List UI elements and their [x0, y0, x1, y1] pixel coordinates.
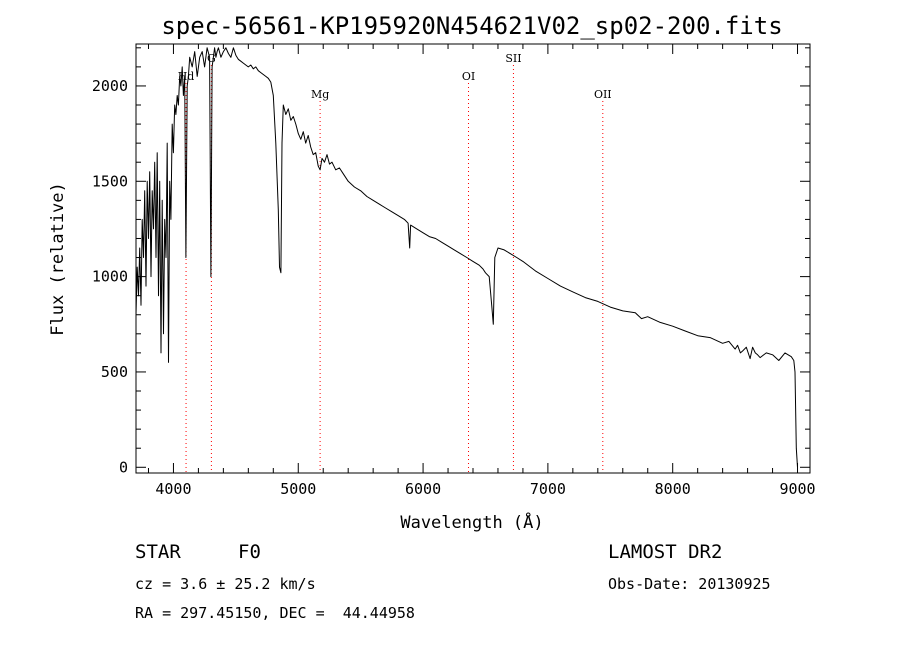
marker-label-2: Mg — [311, 88, 329, 101]
x-tick-label-1: 5000 — [280, 480, 316, 498]
spectrum-line — [135, 47, 798, 468]
spectral-subclass: F0 — [238, 541, 261, 563]
observation-date: Obs-Date: 20130925 — [608, 575, 771, 593]
x-tick-label-5: 9000 — [779, 480, 815, 498]
redshift-velocity: cz = 3.6 ± 25.2 km/s — [135, 575, 316, 593]
x-tick-label-4: 8000 — [655, 480, 691, 498]
x-tick-label-3: 7000 — [530, 480, 566, 498]
y-tick-label-4: 2000 — [92, 77, 128, 95]
y-tick-label-0: 0 — [119, 458, 128, 476]
sky-coordinates: RA = 297.45150, DEC = 44.44958 — [135, 604, 415, 622]
x-tick-label-0: 4000 — [155, 480, 191, 498]
x-tick-label-2: 6000 — [405, 480, 441, 498]
marker-label-5: OII — [594, 88, 612, 101]
marker-label-4: SII — [505, 52, 521, 65]
x-axis-label: Wavelength (Å) — [400, 511, 543, 533]
y-tick-label-3: 1500 — [92, 172, 128, 190]
y-axis-label: Flux (relative) — [48, 182, 68, 336]
y-axis-ticks: 0 500 1000 1500 2000 — [92, 47, 810, 476]
y-tick-label-1: 500 — [101, 363, 128, 381]
x-axis-ticks: 4000 5000 6000 7000 8000 9000 — [147, 44, 816, 498]
marker-label-1: G — [207, 52, 216, 65]
marker-label-3: OI — [462, 70, 475, 83]
chart-title: spec-56561-KP195920N454621V02_sp02-200.f… — [161, 12, 782, 40]
y-tick-label-2: 1000 — [92, 268, 128, 286]
plot-frame — [135, 43, 811, 474]
survey-release: LAMOST DR2 — [608, 541, 723, 563]
object-class: STAR — [135, 541, 181, 563]
